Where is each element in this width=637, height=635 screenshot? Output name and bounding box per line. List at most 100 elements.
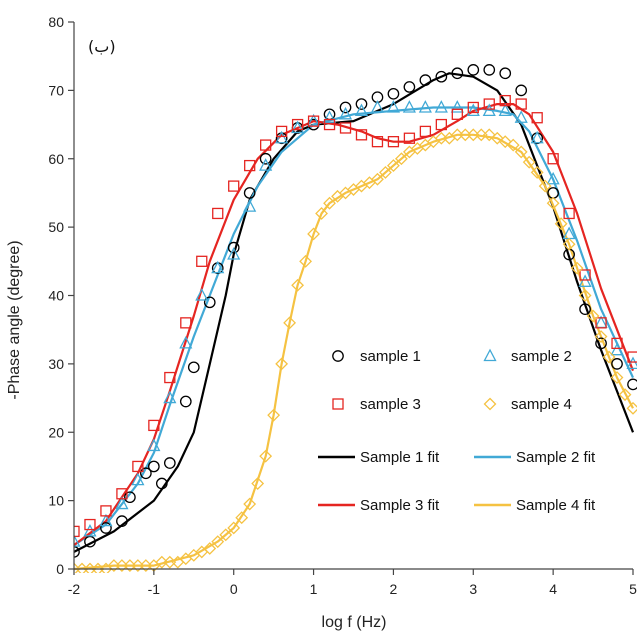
data-point: [339, 101, 352, 114]
data-point: [131, 472, 145, 486]
data-point: [482, 103, 496, 117]
data-point: [435, 118, 447, 131]
data-point: [251, 477, 265, 490]
data-point: [116, 515, 128, 527]
data-point: [611, 337, 623, 350]
legend-label: Sample 2 fit: [516, 449, 596, 466]
data-point: [586, 309, 600, 323]
y-tick-label: 50: [48, 219, 64, 235]
x-tick-label: 4: [549, 581, 557, 597]
data-point: [595, 317, 607, 329]
data-point: [563, 207, 575, 220]
data-point: [419, 125, 432, 138]
sample-2-fit-line: [74, 106, 634, 547]
data-point: [259, 158, 273, 171]
data-point: [562, 237, 576, 251]
data-point: [355, 129, 368, 141]
legend-symbol: [332, 350, 344, 362]
data-point: [323, 196, 336, 210]
data-point: [578, 289, 592, 302]
data-point: [219, 528, 233, 542]
data-point: [307, 115, 320, 127]
data-point: [99, 513, 113, 527]
data-point: [419, 74, 432, 86]
data-point: [570, 261, 584, 275]
y-tick-label: 70: [48, 82, 64, 98]
data-point: [227, 241, 240, 254]
x-tick-label: 5: [629, 581, 637, 597]
data-point: [450, 100, 464, 113]
data-point: [212, 207, 224, 220]
data-point: [467, 64, 480, 76]
data-point: [546, 171, 560, 185]
sample-3-fit-line: [74, 103, 635, 546]
data-point: [627, 378, 637, 391]
legend-item: Sample 1 fit: [318, 449, 440, 466]
data-point: [74, 525, 80, 538]
data-point: [610, 371, 624, 384]
data-point: [354, 103, 369, 117]
legend-item: sample 1: [332, 348, 421, 365]
data-point: [579, 269, 591, 281]
data-point: [187, 361, 200, 374]
data-point: [499, 67, 512, 80]
data-point: [514, 110, 528, 123]
plot-area: [74, 64, 637, 573]
legend-label: sample 4: [511, 396, 572, 413]
data-point: [403, 132, 416, 144]
data-point: [515, 84, 528, 97]
data-point: [259, 449, 273, 463]
sample-1-markers: [74, 64, 637, 558]
data-point: [323, 118, 336, 131]
data-point: [387, 159, 400, 173]
data-point: [100, 522, 112, 534]
data-point: [498, 103, 512, 117]
data-point: [148, 419, 160, 432]
data-point: [451, 67, 464, 80]
data-point: [403, 81, 416, 93]
data-point: [195, 288, 209, 301]
data-point: [482, 128, 496, 142]
data-point: [100, 505, 112, 517]
data-point: [594, 330, 608, 343]
panel-label: (ب): [88, 37, 116, 56]
legend-symbol: [332, 398, 344, 410]
data-point: [291, 120, 305, 134]
y-tick-label: 30: [48, 356, 64, 372]
legend-item: Sample 2 fit: [474, 449, 596, 466]
data-point: [203, 542, 217, 555]
data-point: [179, 395, 192, 408]
y-tick-label: 20: [48, 424, 64, 440]
data-point: [338, 106, 353, 120]
data-point: [315, 207, 328, 220]
data-point: [275, 357, 289, 371]
data-point: [610, 342, 624, 356]
y-tick-label: 80: [48, 14, 64, 30]
data-point: [140, 467, 152, 480]
data-point: [228, 180, 240, 192]
data-point: [124, 491, 136, 504]
legend-symbol: [483, 348, 497, 362]
data-point: [299, 254, 313, 268]
y-axis-title: -Phase angle (degree): [6, 240, 23, 399]
data-point: [387, 136, 400, 148]
data-point: [163, 390, 177, 404]
data-point: [547, 187, 559, 199]
data-point: [291, 118, 304, 131]
series-group: [74, 64, 637, 573]
data-point: [116, 488, 128, 500]
data-point: [538, 179, 552, 193]
data-point: [283, 316, 297, 330]
data-point: [164, 371, 176, 384]
data-point: [595, 337, 607, 350]
x-tick-label: -1: [148, 581, 161, 597]
x-tick-label: 2: [390, 581, 398, 597]
legend-label: sample 1: [360, 348, 421, 365]
data-point: [418, 100, 432, 113]
legend: sample 1 sample 2 sample 3 sample 4 Sample 1…: [318, 348, 596, 514]
data-point: [244, 159, 256, 172]
data-point: [547, 153, 559, 165]
x-tick-label: 1: [310, 581, 318, 597]
data-point: [515, 98, 527, 110]
